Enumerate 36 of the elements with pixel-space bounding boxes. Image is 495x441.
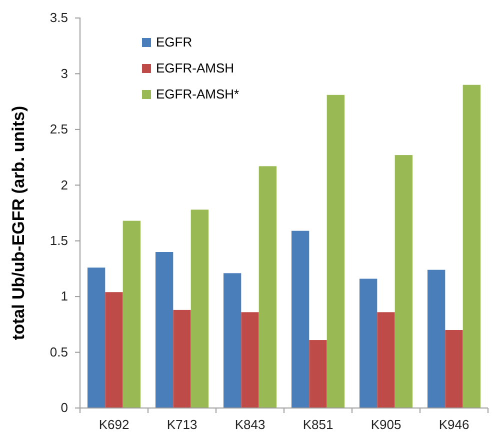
bar bbox=[394, 155, 413, 408]
bar bbox=[326, 94, 345, 408]
y-tick-label: 3 bbox=[60, 66, 68, 81]
bar bbox=[223, 273, 242, 408]
bar bbox=[173, 310, 191, 408]
x-tick-label: K946 bbox=[438, 417, 470, 432]
y-tick-label: 0.5 bbox=[50, 344, 68, 360]
bar bbox=[241, 312, 259, 408]
bar bbox=[377, 312, 395, 408]
x-tick-label: K692 bbox=[98, 417, 130, 432]
legend-label: EGFR-AMSH* bbox=[156, 86, 240, 102]
bar bbox=[309, 340, 327, 408]
bar bbox=[122, 220, 141, 408]
x-tick-label: K713 bbox=[166, 417, 198, 432]
bar bbox=[87, 268, 106, 408]
bar bbox=[359, 278, 378, 408]
y-tick-label: 2 bbox=[60, 177, 68, 192]
y-tick-label: 1.5 bbox=[50, 233, 68, 248]
x-tick-label: K843 bbox=[234, 417, 266, 432]
bar bbox=[291, 230, 310, 408]
x-tick-label: K905 bbox=[370, 417, 402, 432]
bar bbox=[258, 166, 277, 408]
y-axis-title: total Ub/ub-EGFR (arb. units) bbox=[9, 106, 28, 340]
bar bbox=[105, 292, 123, 408]
x-tick-label: K851 bbox=[302, 417, 334, 432]
bar bbox=[190, 210, 209, 408]
legend-label: EGFR bbox=[156, 34, 192, 50]
bar bbox=[462, 84, 481, 408]
bar bbox=[155, 252, 174, 408]
y-tick-label: 1 bbox=[60, 288, 68, 304]
bar bbox=[445, 330, 463, 408]
y-tick-label: 0 bbox=[60, 400, 68, 416]
legend-label: EGFR-AMSH bbox=[156, 60, 234, 76]
bar bbox=[427, 270, 446, 408]
y-tick-label: 3.5 bbox=[50, 10, 68, 26]
y-tick-label: 2.5 bbox=[50, 122, 68, 137]
